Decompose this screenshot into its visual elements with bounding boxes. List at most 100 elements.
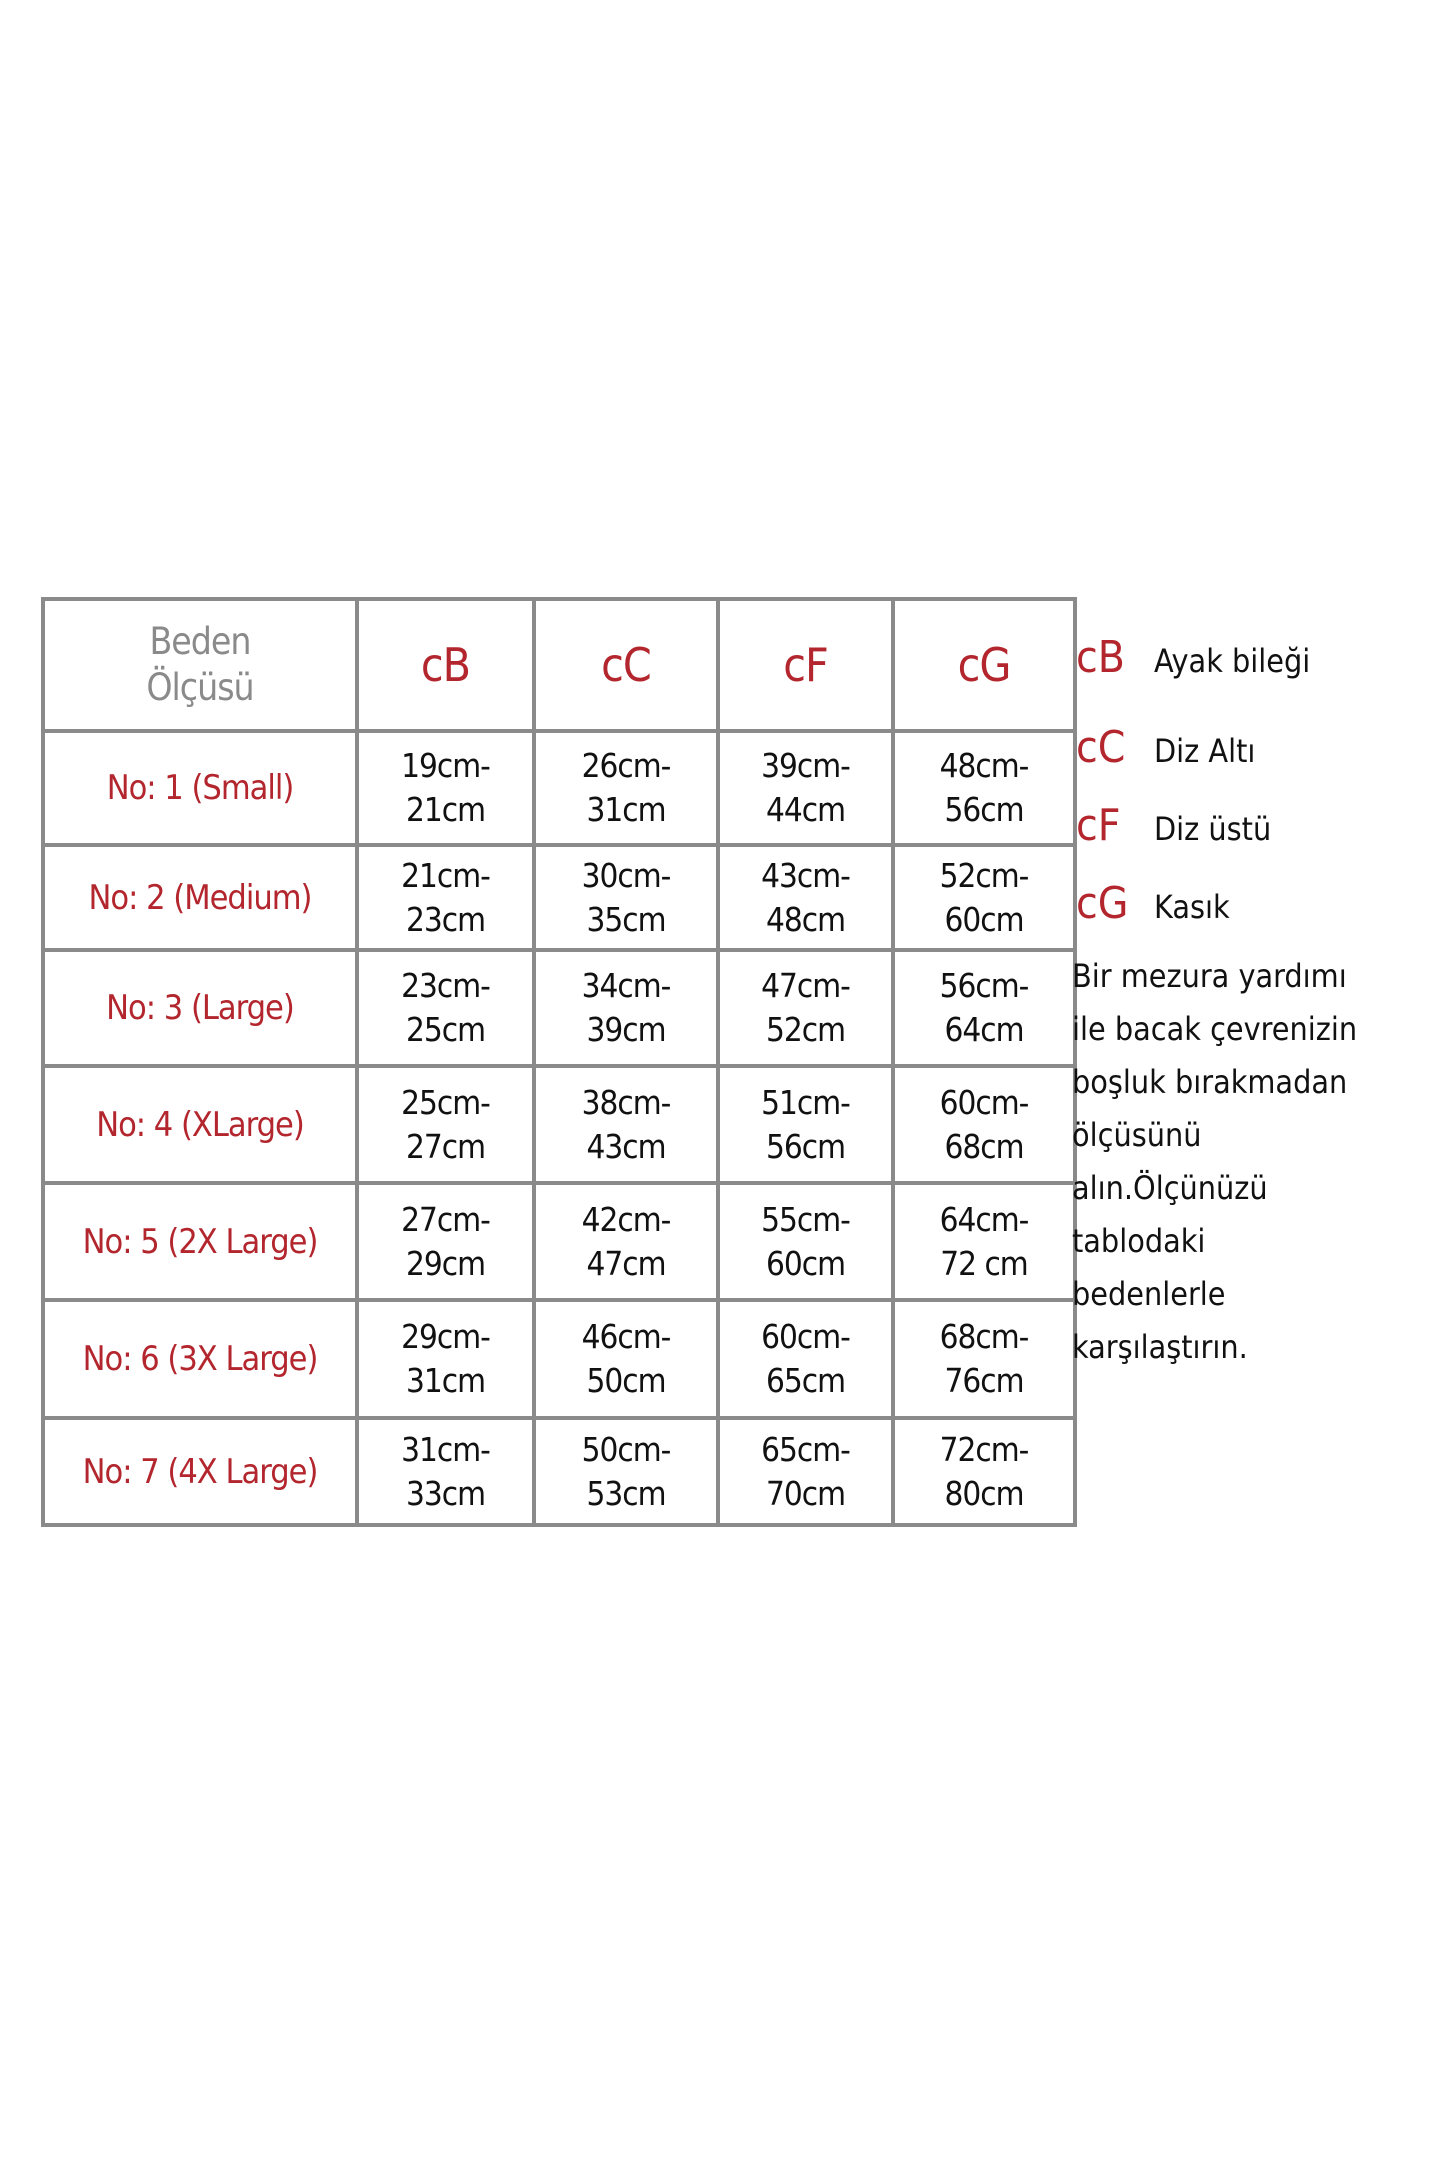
measurement-line: 25cm- — [401, 1082, 491, 1122]
size-label: No: 5 (2X Large) — [41, 1181, 359, 1302]
measurement-cell: 64cm- 72 cm — [891, 1181, 1077, 1302]
measurement-cell: 26cm- 31cm — [532, 729, 720, 847]
header-row: Beden Ölçüsü cB cC cF cG — [41, 597, 1077, 733]
measurement-cell: 46cm- 50cm — [532, 1298, 720, 1420]
measurement-line: 31cm- — [401, 1429, 491, 1469]
size-chart-table: Beden Ölçüsü cB cC cF cG No: 1 (Small) 19cm- 21c… — [41, 597, 1077, 1527]
measurement-line: 27cm — [405, 1126, 486, 1166]
measurement-line: 80cm — [944, 1473, 1024, 1513]
size-label: No: 7 (4X Large) — [41, 1416, 359, 1527]
measurement-line: 48cm- — [939, 746, 1030, 785]
legend-key: cG — [1076, 878, 1129, 929]
measurement-line: 48cm — [765, 899, 846, 939]
measurement-line: 51cm- — [761, 1082, 851, 1122]
column-header-cG: cG — [891, 597, 1077, 733]
measurement-cell: 56cm- 64cm — [891, 948, 1077, 1068]
measurement-line: 35cm — [586, 899, 666, 939]
measurement-instructions: Bir mezura yardımı ile bacak çevrenizin bo… — [1072, 950, 1432, 1374]
table-row: No: 3 (Large) 23cm- 25cm 34cm- 39cm 47cm- 52cm… — [41, 948, 1077, 1068]
instruction-line: alın.Ölçünüzü — [1072, 1169, 1268, 1207]
measurement-line: 53cm — [586, 1473, 666, 1513]
legend-item: cF Diz üstü — [1076, 800, 1271, 851]
table-row: No: 7 (4X Large) 31cm- 33cm 50cm- 53cm 65cm- 7… — [41, 1416, 1077, 1527]
measurement-line: 52cm- — [939, 855, 1030, 895]
measurement-line: 56cm — [765, 1126, 846, 1166]
measurement-line: 64cm- — [939, 1199, 1030, 1239]
measurement-cell: 30cm- 35cm — [532, 843, 720, 952]
measurement-line: 30cm- — [581, 855, 672, 895]
instruction-line: Bir mezura yardımı — [1072, 957, 1347, 995]
measurement-line: 25cm — [405, 1010, 486, 1049]
measurement-line: 29cm — [405, 1243, 486, 1283]
measurement-line: 50cm — [586, 1361, 666, 1400]
instruction-line: boşluk bırakmadan — [1072, 1063, 1348, 1101]
measurement-line: 21cm — [405, 790, 486, 829]
measurement-cell: 27cm- 29cm — [355, 1181, 536, 1302]
measurement-cell: 55cm- 60cm — [716, 1181, 895, 1302]
legend-value: Ayak bileği — [1154, 642, 1311, 680]
measurement-line: 21cm- — [401, 855, 491, 895]
measurement-cell: 50cm- 53cm — [532, 1416, 720, 1527]
measurement-line: 27cm- — [401, 1199, 491, 1239]
measurement-cell: 51cm- 56cm — [716, 1064, 895, 1185]
measurement-line: 56cm- — [939, 966, 1030, 1005]
measurement-line: 76cm — [944, 1361, 1024, 1400]
legend-value: Diz üstü — [1154, 810, 1272, 848]
measurement-line: 60cm- — [939, 1082, 1030, 1122]
legend-item: cC Diz Altı — [1076, 722, 1255, 773]
legend-key: cC — [1076, 722, 1126, 773]
measurement-line: 72 cm — [940, 1243, 1028, 1283]
table-row: No: 4 (XLarge) 25cm- 27cm 38cm- 43cm 51cm- 56c… — [41, 1064, 1077, 1185]
measurement-cell: 60cm- 65cm — [716, 1298, 895, 1420]
measurement-cell: 29cm- 31cm — [355, 1298, 536, 1420]
measurement-line: 68cm — [944, 1126, 1024, 1166]
column-header-cC: cC — [532, 597, 720, 733]
table-row: No: 1 (Small) 19cm- 21cm 26cm- 31cm 39cm- 44cm… — [41, 729, 1077, 847]
measurement-line: 39cm- — [761, 746, 851, 785]
legend-item: cG Kasık — [1076, 878, 1230, 929]
measurement-line: 56cm — [944, 790, 1024, 829]
measurement-cell: 31cm- 33cm — [355, 1416, 536, 1527]
instruction-line: tablodaki — [1072, 1222, 1206, 1260]
legend-value: Kasık — [1154, 888, 1230, 926]
measurement-cell: 47cm- 52cm — [716, 948, 895, 1068]
size-label: No: 3 (Large) — [41, 948, 359, 1068]
size-header-cell: Beden Ölçüsü — [41, 597, 359, 733]
measurement-line: 60cm — [765, 1243, 846, 1283]
measurement-line: 70cm — [765, 1473, 846, 1513]
instruction-line: karşılaştırın. — [1072, 1328, 1248, 1366]
measurement-line: 64cm — [944, 1010, 1024, 1049]
measurement-cell: 38cm- 43cm — [532, 1064, 720, 1185]
size-label: No: 1 (Small) — [41, 729, 359, 847]
measurement-cell: 39cm- 44cm — [716, 729, 895, 847]
measurement-line: 52cm — [765, 1010, 846, 1049]
measurement-line: 23cm — [405, 899, 486, 939]
measurement-line: 31cm — [405, 1361, 486, 1400]
measurement-line: 26cm- — [581, 746, 672, 785]
measurement-line: 47cm — [586, 1243, 666, 1283]
measurement-cell: 23cm- 25cm — [355, 948, 536, 1068]
measurement-cell: 72cm- 80cm — [891, 1416, 1077, 1527]
instruction-line: bedenlerle — [1072, 1275, 1226, 1313]
column-header-cB: cB — [355, 597, 536, 733]
measurement-line: 33cm — [405, 1473, 486, 1513]
legend-value: Diz Altı — [1154, 732, 1256, 770]
measurement-line: 60cm — [944, 899, 1024, 939]
table-row: No: 2 (Medium) 21cm- 23cm 30cm- 35cm 43cm- 48c… — [41, 843, 1077, 952]
legend-item: cB Ayak bileği — [1076, 632, 1310, 683]
instruction-line: ile bacak çevrenizin — [1072, 1010, 1358, 1048]
measurement-line: 55cm- — [761, 1199, 851, 1239]
table-row: No: 6 (3X Large) 29cm- 31cm 46cm- 50cm 60cm- 6… — [41, 1298, 1077, 1420]
measurement-line: 29cm- — [401, 1317, 491, 1356]
measurement-line: 65cm- — [761, 1429, 851, 1469]
size-label: No: 6 (3X Large) — [41, 1298, 359, 1420]
measurement-cell: 52cm- 60cm — [891, 843, 1077, 952]
measurement-line: 60cm- — [761, 1317, 851, 1356]
measurement-line: 38cm- — [581, 1082, 672, 1122]
measurement-line: 23cm- — [401, 966, 491, 1005]
instruction-line: ölçüsünü — [1072, 1116, 1202, 1154]
measurement-cell: 21cm- 23cm — [355, 843, 536, 952]
measurement-cell: 25cm- 27cm — [355, 1064, 536, 1185]
measurement-cell: 42cm- 47cm — [532, 1181, 720, 1302]
size-header-line: Beden — [149, 620, 251, 663]
